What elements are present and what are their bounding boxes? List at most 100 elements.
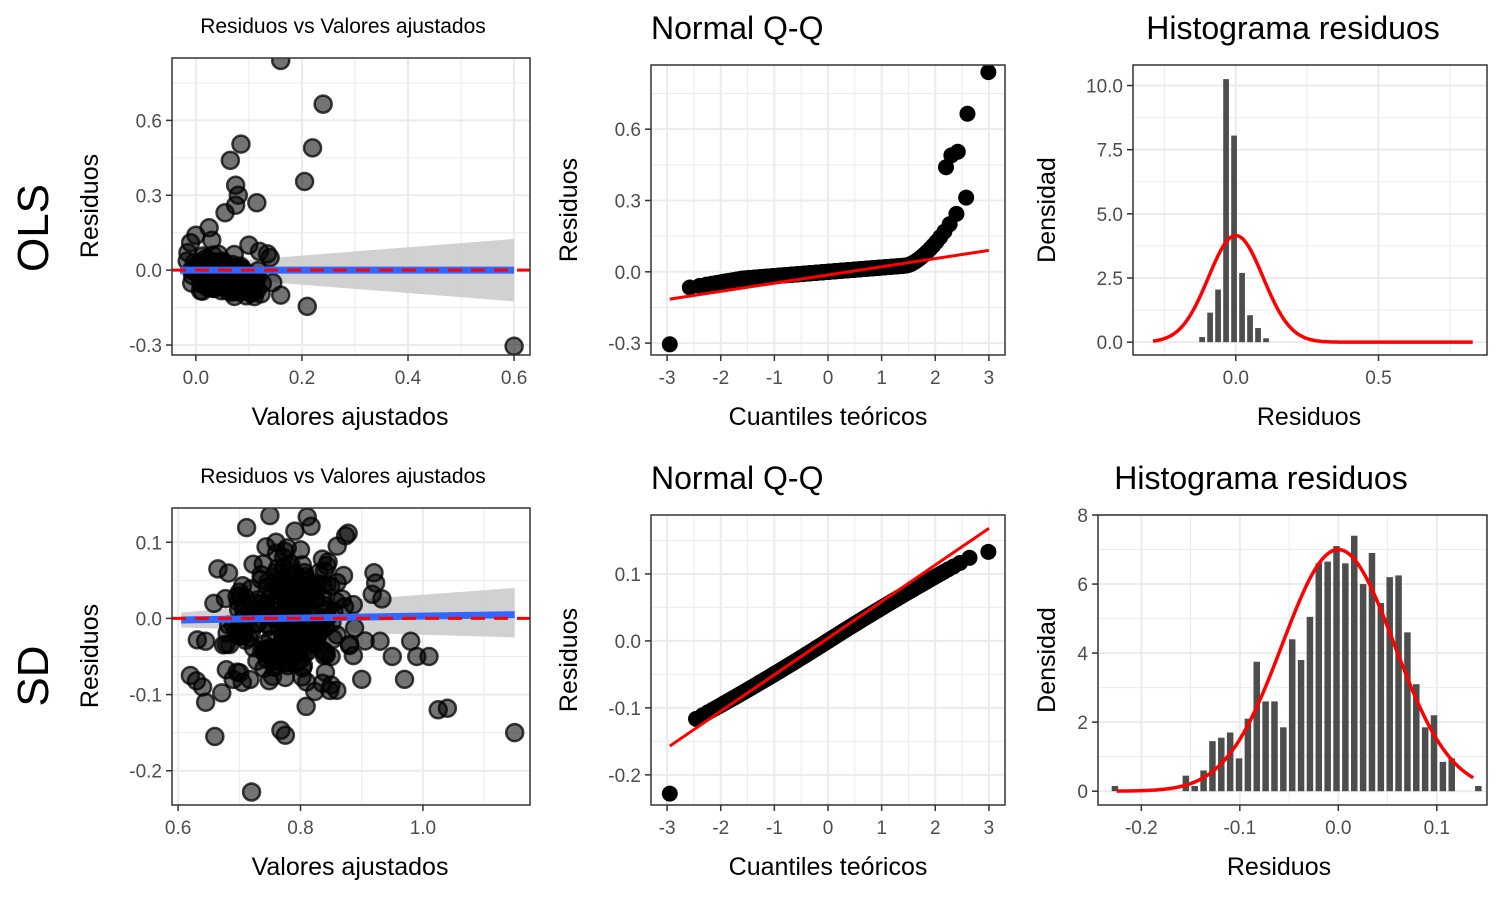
panel-border	[171, 507, 531, 806]
data-point	[294, 171, 315, 192]
histogram-bar	[1333, 546, 1340, 792]
x-tick-label: -1	[766, 818, 783, 839]
histogram-bar	[1239, 272, 1245, 343]
x-tick-label: -3	[659, 368, 676, 389]
data-point	[195, 692, 216, 712]
data-point	[231, 134, 251, 154]
data-point	[297, 296, 317, 317]
y-tick-label: 10.0	[1086, 77, 1123, 98]
data-point	[338, 523, 358, 544]
histogram-bar	[1439, 761, 1447, 792]
qq-reference-line	[669, 248, 990, 301]
histogram-bar	[1324, 561, 1331, 792]
y-tick-label: -0.2	[129, 762, 162, 783]
y-tick-label: 0	[1077, 782, 1088, 803]
x-tick-label: -0.2	[1125, 818, 1158, 839]
qq-point	[661, 336, 678, 353]
panel-sd-qq: -3 -2 -1 0 1 2 3 -0.2 -0.1 0.0 0.1 Normal Q-Q Cuanti…	[555, 460, 1006, 881]
panel-sd-hist: -0.2 -0.1 0.0 0.1 0 2 4 6 8 Histograma residuos Re…	[1033, 460, 1488, 881]
y-tick-label: -0.3	[129, 336, 162, 357]
y-axis: -0.2 -0.1 0.0 0.1	[129, 533, 172, 783]
data-point	[247, 193, 267, 213]
y-tick-label: -0.1	[608, 699, 641, 720]
data-point	[247, 280, 267, 300]
histogram-bar	[1231, 135, 1237, 343]
data-point	[204, 593, 224, 614]
x-axis: 0.6 0.8 1.0	[165, 805, 436, 839]
y-tick-label: 6	[1077, 575, 1088, 596]
data-point	[247, 593, 268, 613]
panel-ols-resid: 0.0 0.2 0.4 0.6 -0.3 0.0 0.3 0.6 Residuos vs Val…	[76, 15, 531, 431]
x-tick-label: -1	[766, 368, 783, 389]
histogram-bar	[1199, 337, 1205, 343]
data-point	[419, 646, 439, 667]
y-tick-label: 0.1	[136, 533, 162, 554]
x-tick-label: 0.0	[1223, 368, 1249, 389]
histogram-bar	[1368, 552, 1376, 792]
y-tick-label: 5.0	[1097, 205, 1123, 226]
y-tick-label: 2	[1077, 713, 1088, 734]
histogram-bar	[1111, 786, 1119, 792]
data-point	[260, 508, 280, 526]
qq-point	[959, 105, 976, 122]
histogram-bar	[1244, 718, 1252, 792]
data-point	[333, 565, 354, 586]
y-tick-label: -0.1	[129, 686, 162, 707]
histogram-bar	[1315, 563, 1323, 792]
data-point	[181, 273, 202, 293]
x-axis-label: Residuos	[1257, 403, 1361, 431]
x-axis-label: Cuantiles teóricos	[729, 853, 928, 881]
data-point	[382, 646, 403, 667]
plot-area	[1111, 535, 1482, 793]
histogram-bar	[1342, 563, 1349, 792]
y-tick-label: 0.6	[615, 120, 641, 141]
data-point	[309, 562, 329, 583]
row-label-ols: OLS	[9, 184, 58, 272]
histogram-bar	[1297, 660, 1305, 792]
panel-border	[1132, 64, 1488, 356]
y-tick-label: 8	[1077, 506, 1088, 527]
histogram-bar	[1207, 312, 1213, 343]
panels: 0.0 0.2 0.4 0.6 -0.3 0.0 0.3 0.6 Residuos vs Val…	[76, 10, 1488, 881]
x-axis: -0.2 -0.1 0.0 0.1	[1125, 805, 1450, 839]
qq-point	[961, 549, 978, 566]
histogram-bar	[1359, 584, 1367, 792]
data-point	[321, 646, 341, 667]
data-point	[370, 631, 390, 652]
data-point	[285, 521, 305, 541]
x-tick-label: 0.0	[1325, 818, 1351, 839]
histogram-bar	[1209, 741, 1216, 792]
x-tick-label: 0.5	[1365, 368, 1391, 389]
x-tick-label: 3	[984, 818, 995, 839]
y-tick-label: 0.0	[615, 263, 641, 284]
data-point	[270, 285, 291, 305]
y-axis: -0.3 0.0 0.3 0.6	[129, 111, 172, 357]
y-tick-label: 0.1	[615, 565, 641, 586]
data-point	[504, 722, 525, 743]
data-point	[296, 696, 316, 717]
histogram-bars	[1199, 79, 1269, 343]
data-point	[270, 58, 291, 71]
x-tick-label: 0	[823, 368, 834, 389]
data-point	[202, 230, 222, 250]
histogram-bar	[1404, 632, 1411, 792]
data-point	[302, 631, 323, 651]
histogram-bar	[1271, 701, 1278, 792]
chart-title: Histograma residuos	[1146, 10, 1439, 46]
data-point	[257, 572, 278, 593]
data-point	[223, 669, 243, 690]
y-tick-label: 0.0	[615, 632, 641, 653]
y-axis-label: Densidad	[1033, 157, 1061, 263]
y-tick-label: 0.3	[615, 191, 641, 212]
x-axis-label: Cuantiles teóricos	[729, 403, 928, 431]
histogram-bar	[1350, 535, 1358, 792]
histogram-bar	[1226, 732, 1234, 792]
histogram-bar	[1430, 715, 1438, 792]
histogram-bar	[1377, 603, 1385, 792]
data-point	[351, 669, 372, 690]
qq-point	[948, 205, 965, 222]
x-tick-label: 0.6	[165, 818, 191, 839]
y-axis-label: Residuos	[76, 154, 104, 258]
panel-ols-qq: -3 -2 -1 0 1 2 3 -0.3 0.0 0.3 0.6 Normal Q-Q Cuantil…	[555, 10, 1006, 431]
x-axis: -3 -2 -1 0 1 2 3	[659, 805, 995, 839]
